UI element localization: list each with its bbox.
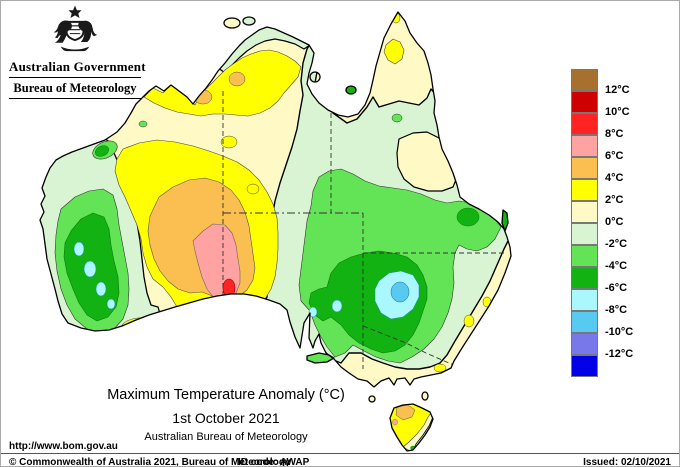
legend-tick-label: 8°C <box>605 128 624 140</box>
legend-swatch-below12 <box>571 355 598 377</box>
header-divider-bottom <box>9 98 141 99</box>
header-divider-top <box>9 77 141 78</box>
legend-swatch-n6 <box>571 267 598 289</box>
legend-tick-label: -6°C <box>605 282 628 294</box>
region-green-broome-core <box>95 145 109 157</box>
region-lightgreen-dot-kimberley <box>138 120 148 128</box>
region-yellow-coast-dot1 <box>463 314 475 328</box>
region-yellow-dot-nt2 <box>246 183 260 195</box>
legend-tick-label: 0°C <box>605 216 624 228</box>
legend-swatch-n4 <box>571 245 598 267</box>
footer-copyright: © Commonwealth of Australia 2021, Bureau… <box>9 457 291 467</box>
legend-tick-label: -12°C <box>605 348 634 360</box>
map-title-block: Maximum Temperature Anomaly (°C) 1st Oct… <box>71 387 381 443</box>
region-yellow-dot-ne <box>427 18 435 26</box>
footer-issued-date: Issued: 02/10/2021 <box>583 457 671 467</box>
legend-tick-label: -10°C <box>605 326 634 338</box>
region-ltcyan-wa-2 <box>83 260 97 278</box>
map-date: 1st October 2021 <box>172 410 280 426</box>
legend-swatch-p10 <box>571 91 598 113</box>
legend-swatch-n10 <box>571 311 598 333</box>
legend-swatch-p4 <box>571 157 598 179</box>
region-yellow-coast-dot3 <box>433 363 447 373</box>
legend-tick-label: -4°C <box>605 260 628 272</box>
region-yellow-capeyork <box>383 38 405 65</box>
legend-swatch-n8 <box>571 289 598 311</box>
region-ltcyan-sa-2 <box>308 306 318 318</box>
footer-id-code: ID code: AWAP <box>238 457 310 467</box>
legend-tick-label: 2°C <box>605 194 624 206</box>
legend-tick-label: 6°C <box>605 150 624 162</box>
government-header: Australian Government Bureau of Meteorol… <box>9 5 146 102</box>
region-green-brisbane <box>456 207 480 227</box>
region-tas-pink-dot <box>392 418 398 426</box>
footer-url: http://www.bom.gov.au <box>9 441 118 452</box>
region-yellow-dot-nt1 <box>220 135 238 149</box>
government-title: Australian Government <box>9 59 146 74</box>
region-ltcyan-sa-1 <box>331 299 343 313</box>
region-ltcyan-wa-3 <box>95 281 107 297</box>
region-ltcyan-wa-4 <box>106 298 116 310</box>
region-ltcyan-wa-1 <box>73 241 85 257</box>
legend-swatch-p2 <box>571 179 598 201</box>
legend-swatch-p8 <box>571 113 598 135</box>
legend-swatch-p0 <box>571 201 598 223</box>
region-cyan-nsw-core <box>390 281 410 303</box>
legend-tick-label: 12°C <box>605 84 630 96</box>
legend-swatch-above12 <box>571 69 598 91</box>
map-title: Maximum Temperature Anomaly (°C) <box>107 387 345 403</box>
legend-tick-label: 4°C <box>605 172 624 184</box>
australian-coat-of-arms-icon <box>53 5 98 52</box>
legend-tick-label: 10°C <box>605 106 630 118</box>
legend-swatch-p6 <box>571 135 598 157</box>
legend-swatch-n12 <box>571 333 598 355</box>
legend-tick-label: -8°C <box>605 304 628 316</box>
region-orange-katherine-dot <box>228 71 246 87</box>
legend-swatch-n2 <box>571 223 598 245</box>
agency-title: Bureau of Meteorology <box>13 81 137 95</box>
footer-divider <box>1 453 679 454</box>
region-lightgreen-dot-nqld <box>391 113 403 123</box>
region-green-mackay-dot <box>465 178 477 190</box>
map-source: Australian Bureau of Meteorology <box>144 431 308 443</box>
legend-tick-label: -2°C <box>605 238 628 250</box>
